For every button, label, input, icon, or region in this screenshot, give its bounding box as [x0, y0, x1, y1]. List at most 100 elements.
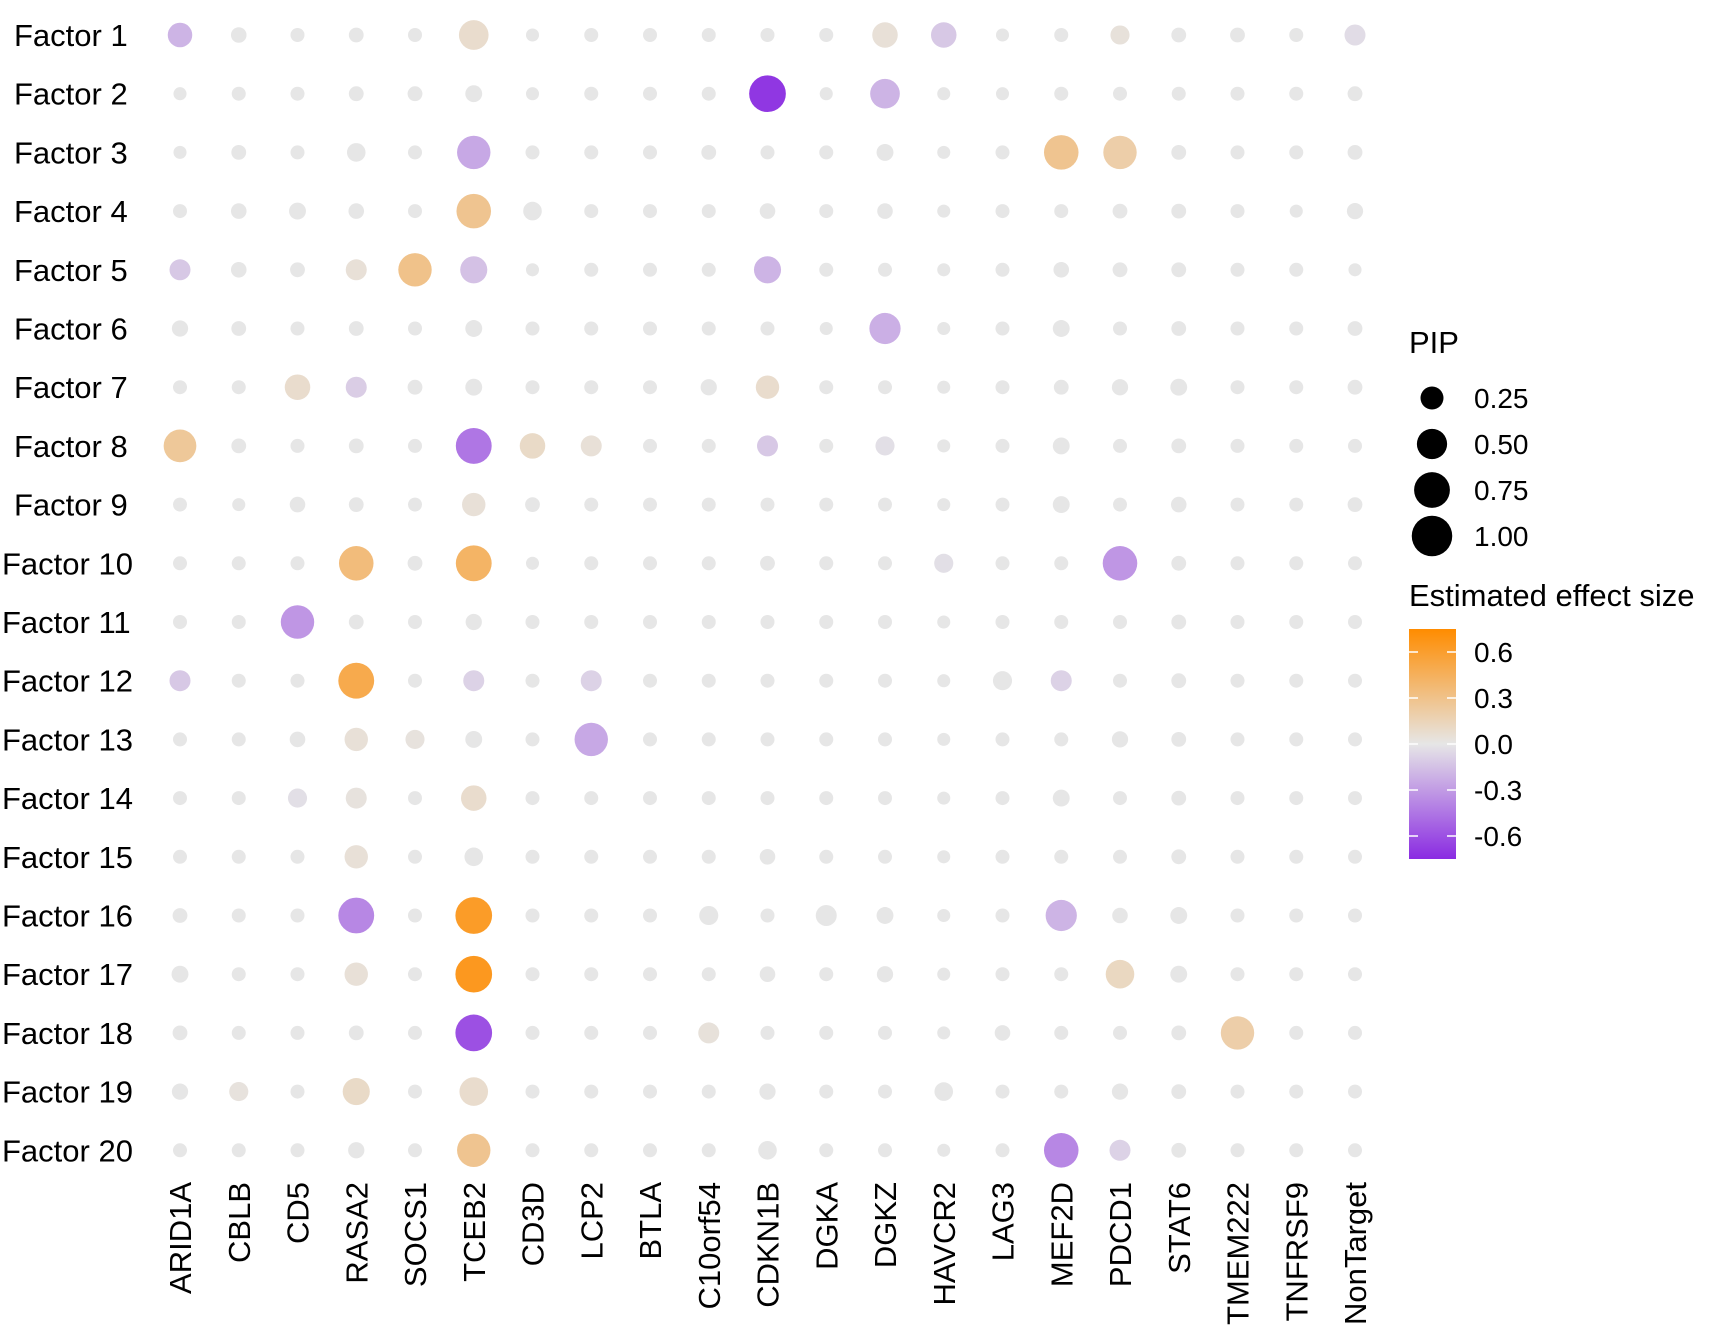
dot-factor-7-arid1a	[173, 380, 187, 395]
dot-factor-1-tmem222	[1230, 27, 1245, 43]
dot-factor-12-havcr2	[937, 674, 951, 688]
dot-factor-18-mef2d	[1054, 1025, 1069, 1040]
dot-factor-5-tceb2	[460, 256, 488, 284]
dot-factor-19-cblb	[229, 1082, 249, 1102]
dot-factor-8-stat6	[1171, 438, 1187, 454]
dot-factor-7-tmem222	[1230, 380, 1245, 395]
dot-factor-9-tmem222	[1230, 497, 1245, 512]
dot-factor-7-cdkn1b	[755, 375, 780, 399]
dot-factor-7-cblb	[231, 380, 246, 395]
dot-factor-10-arid1a	[173, 556, 187, 571]
y-tick-label: Factor 13	[2, 722, 133, 757]
dot-factor-13-cd5	[289, 731, 306, 748]
dot-factor-16-dgka	[815, 905, 837, 926]
dot-factor-11-lcp2	[584, 615, 599, 629]
dot-factor-8-havcr2	[937, 439, 951, 453]
dot-factor-9-tceb2	[462, 492, 486, 517]
dot-factor-10-dgkz	[878, 556, 892, 571]
dot-factor-4-tmem222	[1230, 204, 1245, 219]
dot-factor-18-socs1	[408, 1025, 422, 1040]
dot-factor-9-lag3	[995, 497, 1010, 512]
dot-factor-1-btla	[643, 28, 657, 42]
y-tick-label: Factor 17	[2, 957, 133, 992]
dot-factor-1-rasa2	[348, 27, 364, 43]
dot-factor-6-cd5	[290, 321, 305, 336]
dot-factor-5-nontarget	[1348, 263, 1362, 277]
dot-factor-11-cdkn1b	[760, 615, 775, 629]
dot-factor-20-tnfrsf9	[1289, 1143, 1304, 1158]
dot-factor-12-cdkn1b	[760, 673, 775, 688]
dot-factor-14-lcp2	[584, 791, 599, 806]
dot-factor-15-socs1	[408, 849, 422, 864]
dot-factor-15-cd5	[290, 849, 305, 864]
dot-factor-19-cd5	[290, 1084, 305, 1099]
dot-factor-11-tnfrsf9	[1289, 615, 1304, 629]
dot-factor-3-arid1a	[173, 145, 187, 159]
dot-factor-16-cd3d	[525, 908, 540, 923]
dot-factor-17-mef2d	[1054, 967, 1069, 982]
dot-factor-15-c10orf54	[701, 849, 716, 864]
dot-factor-4-dgka	[819, 204, 834, 219]
dot-factor-11-lag3	[995, 615, 1010, 629]
dot-factor-11-c10orf54	[701, 615, 716, 629]
dot-factor-10-dgka	[819, 556, 834, 571]
dot-factor-17-havcr2	[937, 967, 951, 981]
dot-factor-19-tnfrsf9	[1289, 1084, 1304, 1099]
dot-factor-2-tmem222	[1230, 86, 1245, 101]
dot-factor-6-tnfrsf9	[1289, 321, 1304, 336]
dot-factor-10-tceb2	[455, 545, 492, 582]
dot-factor-3-socs1	[408, 145, 422, 160]
x-tick-label: HAVCR2	[927, 1182, 962, 1305]
dot-factor-14-nontarget	[1348, 791, 1362, 806]
dot-factor-16-btla	[643, 908, 657, 923]
dot-factor-2-havcr2	[937, 87, 951, 101]
dot-factor-4-btla	[643, 204, 657, 219]
dot-factor-16-tceb2	[455, 897, 493, 934]
dot-factor-7-pdcd1	[1111, 379, 1129, 396]
dot-factor-3-pdcd1	[1103, 135, 1137, 170]
dot-factor-18-rasa2	[348, 1025, 364, 1041]
dot-factor-9-dgka	[819, 497, 834, 512]
dot-factor-18-lag3	[994, 1025, 1011, 1041]
dot-factor-14-c10orf54	[701, 791, 716, 806]
y-tick-label: Factor 7	[14, 370, 128, 405]
dot-factor-4-nontarget	[1346, 202, 1364, 220]
dot-factor-6-dgka	[819, 321, 833, 336]
dot-factor-13-nontarget	[1348, 732, 1362, 747]
size-legend-label: 1.00	[1474, 521, 1529, 552]
dot-factor-14-cd5	[287, 788, 308, 808]
dot-factor-5-cdkn1b	[753, 256, 782, 284]
dot-factor-2-stat6	[1171, 86, 1186, 101]
dot-factor-15-mef2d	[1054, 849, 1069, 864]
dot-factor-10-rasa2	[338, 546, 374, 581]
dot-factor-19-lcp2	[584, 1084, 599, 1099]
dot-factor-1-tceb2	[458, 20, 489, 50]
dot-factor-20-btla	[643, 1143, 657, 1158]
dot-factor-1-nontarget	[1344, 24, 1366, 46]
dot-factor-11-cblb	[231, 615, 246, 629]
dot-factor-11-arid1a	[173, 615, 187, 629]
x-tick-label: ARID1A	[163, 1182, 198, 1294]
dot-factor-19-mef2d	[1054, 1084, 1069, 1099]
dot-factor-4-pdcd1	[1112, 203, 1128, 219]
dot-factor-13-dgka	[819, 732, 834, 747]
dot-factor-3-tmem222	[1230, 145, 1245, 160]
dot-factor-9-cblb	[232, 498, 246, 512]
dot-factor-17-nontarget	[1348, 967, 1362, 982]
y-tick-label: Factor 3	[14, 135, 128, 170]
dot-factor-2-cd5	[290, 86, 305, 101]
dot-factor-16-nontarget	[1348, 908, 1362, 923]
dot-factor-17-c10orf54	[701, 967, 716, 982]
dot-factor-8-dgkz	[875, 436, 895, 456]
dot-factor-8-mef2d	[1052, 437, 1070, 455]
dot-factor-9-tnfrsf9	[1289, 497, 1304, 512]
x-axis-labels: ARID1A CBLB CD5 RASA2 SOCS1 TCEB2 CD3D LCP2 BTLA…	[163, 1182, 1373, 1325]
dot-factor-10-socs1	[407, 555, 423, 571]
x-tick-label: LCP2	[574, 1182, 609, 1260]
dot-factor-6-cd3d	[525, 321, 540, 336]
dot-factor-14-pdcd1	[1113, 791, 1127, 806]
dot-factor-13-pdcd1	[1111, 731, 1129, 748]
dot-factor-13-cblb	[231, 732, 246, 747]
dot-factor-8-nontarget	[1348, 438, 1362, 453]
dot-factor-7-dgkz	[878, 380, 892, 395]
